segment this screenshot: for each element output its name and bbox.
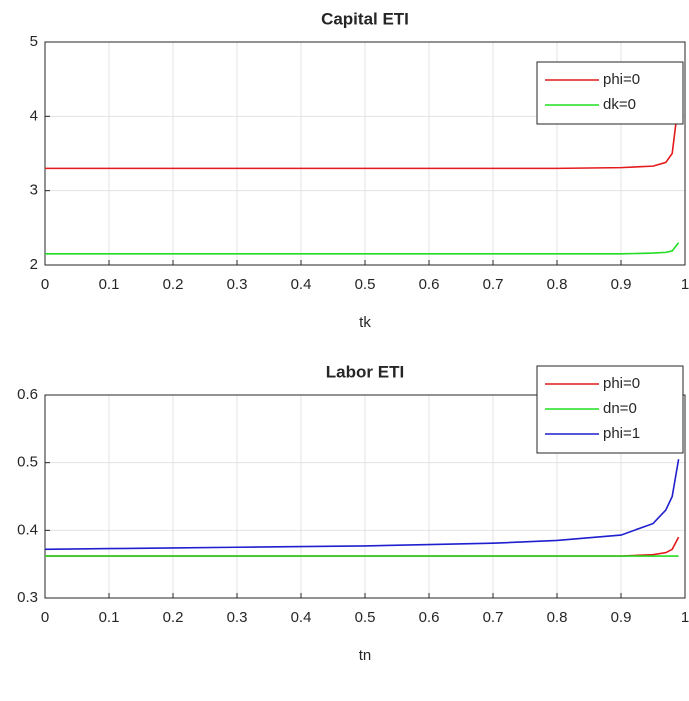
y-tick-label: 4 xyxy=(30,107,38,124)
legend-label: dn=0 xyxy=(603,400,637,417)
series-line xyxy=(45,101,680,170)
x-tick-label: 0.5 xyxy=(355,609,376,626)
x-tick-label: 0 xyxy=(41,609,49,626)
axes-frame xyxy=(44,394,686,599)
y-tick-label: 3 xyxy=(30,182,38,199)
x-tick-label: 0.8 xyxy=(547,276,568,293)
x-tick-label: 1 xyxy=(681,609,689,626)
x-tick-label: 0.4 xyxy=(291,276,312,293)
legend-label: phi=0 xyxy=(603,71,640,88)
y-tick-label: 0.3 xyxy=(17,589,38,606)
x-tick-label: 0.6 xyxy=(419,276,440,293)
chart-title: Capital ETI xyxy=(321,9,409,28)
x-tick-label: 1 xyxy=(681,276,689,293)
x-tick-label: 0.4 xyxy=(291,609,312,626)
x-tick-label: 0.2 xyxy=(163,276,184,293)
y-tick-label: 0.5 xyxy=(17,454,38,471)
x-tick-label: 0.1 xyxy=(99,276,120,293)
x-tick-label: 0.1 xyxy=(99,609,120,626)
axes-frame xyxy=(44,41,686,266)
x-tick-label: 0.9 xyxy=(611,276,632,293)
legend-label: phi=0 xyxy=(603,375,640,392)
x-tick-label: 0.8 xyxy=(547,609,568,626)
legend-label: dk=0 xyxy=(603,96,636,113)
legend-label: phi=1 xyxy=(603,425,640,442)
legend-box xyxy=(536,61,684,125)
x-tick-label: 0.6 xyxy=(419,609,440,626)
y-tick-label: 2 xyxy=(30,256,38,273)
x-tick-label: 0.3 xyxy=(227,276,248,293)
x-tick-label: 0.2 xyxy=(163,609,184,626)
chart-title: Labor ETI xyxy=(326,362,404,381)
series-line xyxy=(45,242,680,255)
x-axis-label: tn xyxy=(359,647,372,664)
x-axis-label: tk xyxy=(359,314,371,331)
x-tick-label: 0.9 xyxy=(611,609,632,626)
y-tick-label: 5 xyxy=(30,33,38,50)
y-tick-label: 0.6 xyxy=(17,386,38,403)
x-tick-label: 0.5 xyxy=(355,276,376,293)
x-tick-label: 0.7 xyxy=(483,276,504,293)
y-tick-label: 0.4 xyxy=(17,521,38,538)
x-tick-label: 0.7 xyxy=(483,609,504,626)
x-tick-label: 0 xyxy=(41,276,49,293)
x-tick-label: 0.3 xyxy=(227,609,248,626)
series-line xyxy=(44,459,680,551)
